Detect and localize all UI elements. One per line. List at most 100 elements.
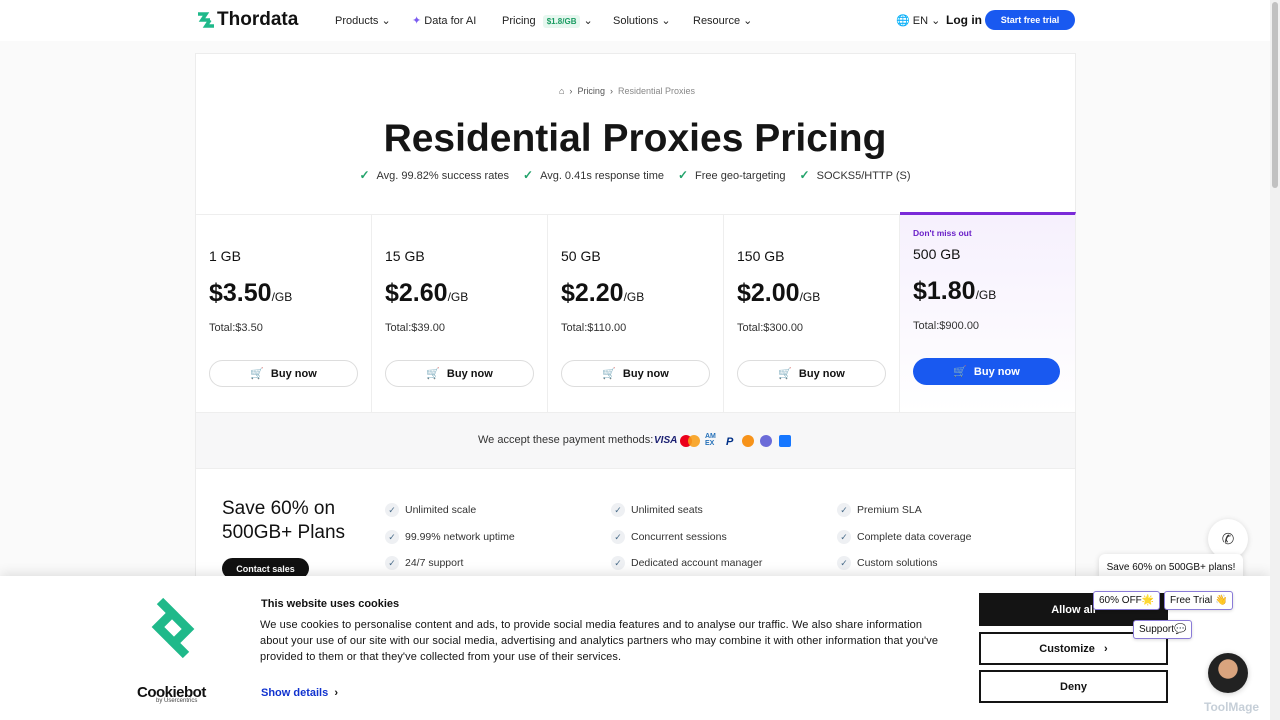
buy-now[interactable]: 🛒 Buy now <box>385 360 534 387</box>
cookie-logo <box>151 597 195 659</box>
plan-card: 15 GB $2.60/GB Total:$39.00 🛒 Buy now <box>372 214 548 412</box>
nav-resource[interactable]: Resource ⌄ <box>693 15 753 27</box>
button-label: Buy now <box>798 367 845 380</box>
svg-text:P: P <box>726 436 734 448</box>
visa-icon: VISA <box>654 435 678 446</box>
check-icon: ✓ <box>837 529 851 544</box>
enterprise-feature: ✓ Complete data coverage <box>837 529 971 544</box>
nav-products[interactable]: Products ⌄ <box>335 15 391 27</box>
hero-feature: ✓ Avg. 0.41s response time <box>523 168 664 182</box>
price: $2.60 <box>385 279 448 307</box>
show-details[interactable]: Show details › <box>261 687 339 699</box>
logo-icon <box>198 12 214 28</box>
lang-label: EN <box>912 15 929 27</box>
language[interactable]: 🌐 EN ⌄ <box>896 15 941 27</box>
crumb[interactable]: Pricing <box>577 86 605 96</box>
cart-icon: 🛒 <box>953 366 967 378</box>
button-label: Buy now <box>446 367 493 380</box>
feature-text: Dedicated account manager <box>631 556 763 569</box>
chip[interactable]: Free Trial 👋 <box>1164 591 1234 610</box>
check-icon: ✓ <box>677 168 689 182</box>
plan-total: Total:$300.00 <box>737 322 804 334</box>
cart-icon: 🛒 <box>426 368 440 380</box>
nav-label: Solutions <box>613 15 659 27</box>
check-icon: ✓ <box>837 556 851 570</box>
payment-label: We accept these payment methods: <box>478 434 654 446</box>
watermark: ToolMage <box>1204 700 1260 714</box>
check-icon: ✓ <box>385 556 399 570</box>
plan-card: Don't miss out 500 GB $1.80/GB Total:$900.0… <box>900 212 1076 412</box>
buy-now[interactable]: 🛒 Buy now <box>737 360 886 387</box>
customize[interactable]: Customize › <box>979 632 1168 665</box>
nav-solutions[interactable]: Solutions ⌄ <box>613 15 671 27</box>
price-badge: $1.8/GB <box>542 15 581 28</box>
cart-icon: 🛒 <box>602 368 616 380</box>
plan-size: 500 GB <box>913 246 961 262</box>
chip[interactable]: Support💬 <box>1133 620 1193 639</box>
cta-button[interactable]: Start free trial <box>985 10 1075 30</box>
feature-text: Custom solutions <box>857 556 938 569</box>
button-label: Buy now <box>270 367 317 380</box>
whatsapp-button[interactable]: ✆ <box>1208 519 1248 559</box>
plan-price: $2.20/GB <box>561 279 644 308</box>
cart-icon: 🛒 <box>778 368 792 380</box>
feature-text: Unlimited seats <box>631 503 703 516</box>
payment-icons: P <box>726 435 791 448</box>
payment-bar <box>196 412 1075 469</box>
feature-text: Premium SLA <box>857 503 922 516</box>
plan-price: $2.00/GB <box>737 279 820 308</box>
plan-total: Total:$900.00 <box>913 320 980 332</box>
login[interactable]: Log in <box>946 13 982 27</box>
price: $2.20 <box>561 279 624 307</box>
feature-text: Avg. 0.41s response time <box>540 170 664 182</box>
price-unit: /GB <box>975 288 997 302</box>
plan-price: $1.80/GB <box>913 277 996 306</box>
check-icon: ✓ <box>611 556 625 570</box>
plan-card: 1 GB $3.50/GB Total:$3.50 🛒 Buy now <box>196 214 372 412</box>
price: $1.80 <box>913 277 976 305</box>
check-icon: ✓ <box>611 529 625 544</box>
plan-size: 150 GB <box>737 248 785 264</box>
contact-sales[interactable]: Contact sales <box>222 558 309 579</box>
feature-text: Concurrent sessions <box>631 530 727 543</box>
support-avatar[interactable] <box>1208 653 1248 693</box>
chip[interactable]: 60% OFF🌟 <box>1093 591 1161 610</box>
nav-pricing[interactable]: Pricing $1.8/GB ⌄ <box>502 15 593 28</box>
sparkle-icon: ✦ <box>412 15 422 27</box>
price: $3.50 <box>209 279 272 307</box>
hero-title: Residential Proxies Pricing <box>383 117 887 160</box>
check-icon: ✓ <box>385 503 399 517</box>
nav-data-ai[interactable]: ✦ Data for AI <box>412 14 476 27</box>
hero-features: ✓ Avg. 99.82% success rates ✓ Avg. 0.41s re… <box>0 168 1270 182</box>
plan-size: 1 GB <box>209 248 241 264</box>
plan-total: Total:$3.50 <box>209 322 263 334</box>
buy-now[interactable]: 🛒 Buy now <box>209 360 358 387</box>
nav-label: Resource <box>693 15 741 27</box>
nav-label: Data for AI <box>424 15 477 27</box>
cookie-body: We use cookies to personalise content an… <box>260 619 939 663</box>
mastercard-icon <box>680 435 700 447</box>
price: $2.00 <box>737 279 800 307</box>
crumb: Residential Proxies <box>617 86 695 96</box>
plan-size: 15 GB <box>385 248 425 264</box>
enterprise-feature: ✓ Custom solutions <box>837 556 938 570</box>
enterprise-feature: ✓ Premium SLA <box>837 503 922 517</box>
check-icon: ✓ <box>799 168 810 182</box>
feature-text: Free geo-targeting <box>695 170 786 182</box>
check-icon: ✓ <box>523 168 534 182</box>
deny[interactable]: Deny <box>979 670 1168 703</box>
hero-feature: ✓ SOCKS5/HTTP (S) <box>800 168 911 182</box>
buy-now[interactable]: 🛒 Buy now <box>561 360 710 387</box>
plan-card: 150 GB $2.00/GB Total:$300.00 🛒 Buy now <box>724 214 900 412</box>
check-icon: ✓ <box>611 503 625 517</box>
enterprise-feature: ✓ Unlimited seats <box>611 503 703 517</box>
cookiebot-brand: Cookiebot <box>137 684 206 701</box>
buy-now[interactable]: 🛒 Buy now <box>913 358 1060 385</box>
check-icon: ✓ <box>837 503 851 517</box>
breadcrumb: ⌂ › Pricing › Residential Proxies <box>559 86 695 96</box>
check-icon: ✓ <box>359 168 370 182</box>
scrollbar-thumb[interactable] <box>1272 2 1278 188</box>
logo[interactable]: Thordata <box>217 9 299 30</box>
plan-total: Total:$110.00 <box>561 322 627 334</box>
